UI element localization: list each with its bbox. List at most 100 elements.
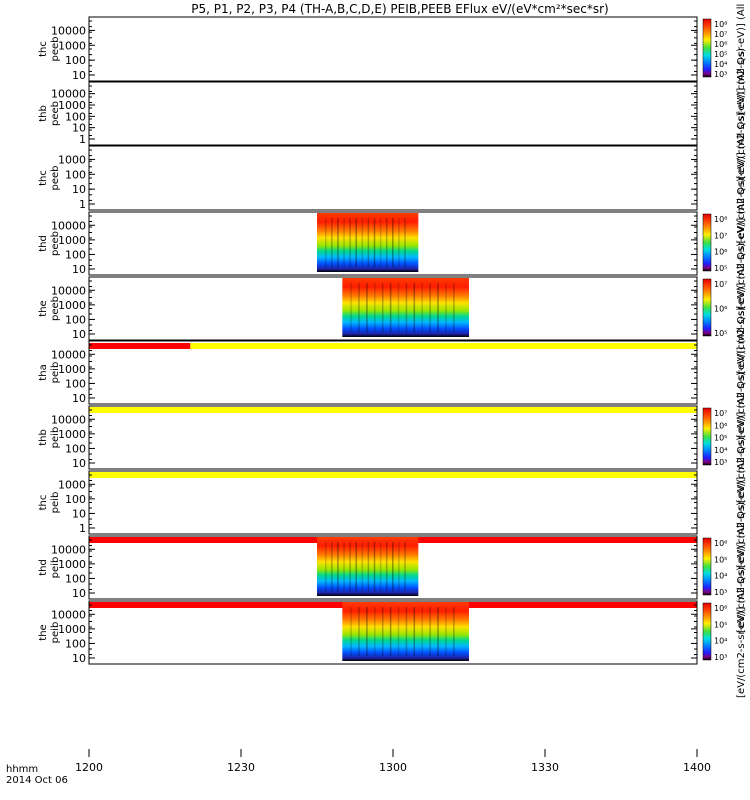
spectrogram-streak — [405, 283, 408, 332]
y-tick-label: 100 — [65, 572, 86, 585]
colorbar-tick-label: 10³ — [714, 70, 727, 79]
colorbar-tick-label: 10⁶ — [714, 40, 727, 49]
y-tick-label: 1000 — [58, 428, 86, 441]
y-tick-label: 10 — [72, 457, 86, 470]
colorbar-tick-label: 10⁵ — [714, 434, 727, 443]
product-label: peeb — [50, 231, 61, 256]
spectrogram-streak — [429, 283, 431, 332]
product-label: peib — [50, 622, 61, 644]
colorbar-tick-label: 10⁴ — [714, 572, 727, 581]
y-tick-label: 1000 — [58, 363, 86, 376]
y-tick-label: 10 — [72, 122, 86, 135]
spectrogram-streak — [355, 542, 357, 591]
product-label: peeb — [50, 166, 61, 191]
y-tick-label: 1000 — [58, 623, 86, 636]
spectrogram-streak — [374, 607, 376, 656]
y-tick-label: 10000 — [51, 24, 86, 37]
y-tick-label: 100 — [65, 377, 86, 390]
product-label: peeb — [50, 37, 61, 62]
probe-label: thc — [38, 495, 49, 511]
colorbar-tick-label: 10⁷ — [714, 280, 727, 289]
probe-label: the — [38, 624, 49, 640]
colorbar-tick-label: 10⁵ — [714, 620, 727, 629]
y-tick-label: 10 — [72, 392, 86, 405]
colorbar-tick-label: 10⁶ — [714, 421, 727, 430]
spectrogram-streak — [349, 218, 351, 267]
spectrogram-streak — [385, 542, 388, 591]
spectrogram-streak — [398, 218, 400, 267]
colorbar — [702, 18, 712, 78]
y-tick-label: 100 — [65, 442, 86, 455]
panel-frame — [88, 81, 698, 146]
spectrogram-streak — [331, 542, 333, 591]
y-tick-label: 10000 — [51, 219, 86, 232]
spectrogram-streak — [361, 542, 364, 591]
product-label: peib — [50, 362, 61, 384]
colorbar-units-label: [eV/(cm2-s-sr-eV)] (All Qs) — [736, 567, 747, 698]
y-tick-label: 1000 — [58, 558, 86, 571]
spectrogram-streak — [453, 607, 455, 656]
x-tick-label: 1200 — [75, 761, 103, 774]
panel-frame — [88, 145, 698, 211]
spectrogram-streak — [343, 218, 345, 267]
colorbar-units-label: [eV/(cm2-s-sr-eV)] (All Qs) — [736, 437, 747, 568]
x-tick-label: 1400 — [683, 761, 711, 774]
spectrogram-streak — [350, 283, 352, 332]
colorbar — [702, 213, 712, 272]
spectrogram-streak — [404, 218, 406, 267]
probe-label: thc — [38, 41, 49, 57]
colorbar-units-label: [eV/(cm2-s-sr-eV)] (All Qs) — [736, 502, 747, 633]
spectrogram-streak — [358, 283, 360, 332]
product-label: peib — [50, 427, 61, 449]
product-label: peib — [50, 492, 61, 514]
spectrogram-streak — [421, 607, 423, 656]
probe-label: thc — [38, 170, 49, 186]
spectrogram-streak — [373, 218, 376, 267]
spectrogram-block — [342, 602, 469, 661]
y-tick-label: 10 — [72, 69, 86, 82]
y-tick-label: 100 — [65, 637, 86, 650]
colorbar — [702, 602, 712, 661]
y-tick-label: 100 — [65, 248, 86, 261]
colorbar-tick-label: 10⁸ — [714, 20, 727, 29]
spectrogram-streak — [453, 283, 455, 332]
y-tick-label: 10 — [72, 507, 86, 520]
panel-frame — [88, 340, 698, 405]
y-tick-label: 100 — [65, 54, 86, 67]
x-caption-date: 2014 Oct 06 — [6, 775, 68, 786]
spectrogram-streak — [373, 542, 376, 591]
panel-frame — [88, 16, 698, 82]
spectrogram-block — [317, 537, 419, 596]
spectrogram-streak — [355, 218, 357, 267]
colorbar-tick-label: 10⁵ — [714, 50, 727, 59]
colorbar-tick-label: 10⁷ — [714, 409, 727, 418]
y-tick-label: 1 — [79, 522, 86, 535]
x-tick-label: 1330 — [531, 761, 559, 774]
status-bar-segment — [89, 407, 697, 413]
y-tick-label: 10 — [72, 652, 86, 665]
spectrogram-streak — [325, 542, 327, 591]
y-tick-label: 10000 — [51, 88, 86, 101]
colorbar-tick-label: 10⁵ — [714, 329, 727, 338]
colorbar-tick-label: 10³ — [714, 588, 727, 597]
colorbar-tick-label: 10⁴ — [714, 60, 727, 69]
colorbar-tick-label: 10⁴ — [714, 637, 727, 646]
spectrogram-block — [342, 278, 469, 337]
y-tick-label: 10000 — [51, 608, 86, 621]
colorbar-tick-label: 10⁶ — [714, 305, 727, 314]
product-label: peeb — [50, 101, 61, 126]
colorbar-tick-label: 10⁶ — [714, 539, 727, 548]
colorbar-tick-label: 10⁷ — [714, 231, 727, 240]
probe-label: thb — [38, 105, 49, 122]
y-tick-label: 100 — [65, 110, 86, 123]
y-tick-label: 10000 — [51, 413, 86, 426]
colorbar-units-label: [eV/(cm2-s-sr-eV)] (All Qs) — [736, 372, 747, 503]
product-label: peeb — [50, 296, 61, 321]
colorbar-units-label: [eV/(cm2-s-sr-eV)] (All Qs) — [736, 178, 747, 309]
colorbar-tick-label: 10³ — [714, 653, 727, 662]
spectrogram-streak — [343, 542, 345, 591]
x-tick-label: 1230 — [227, 761, 255, 774]
